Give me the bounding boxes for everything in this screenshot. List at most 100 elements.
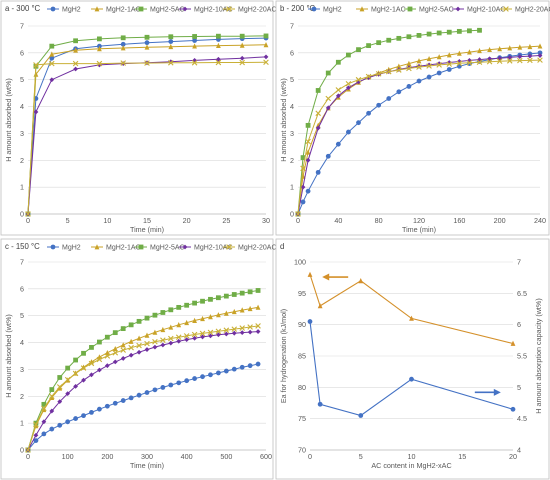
data-point	[346, 52, 351, 58]
data-point	[25, 211, 31, 217]
data-point	[144, 60, 150, 66]
y2-tick-label: 6.5	[517, 289, 527, 298]
legend-item: MgH2-20AC	[223, 244, 277, 252]
x-tick-label: 0	[26, 216, 30, 225]
data-point	[239, 330, 245, 336]
data-point	[73, 66, 78, 72]
data-point	[136, 342, 142, 349]
data-point	[49, 393, 55, 400]
legend-marker	[182, 244, 188, 250]
data-point	[317, 303, 323, 309]
data-point	[57, 385, 63, 391]
data-point	[307, 319, 313, 324]
y-tick-label: 1	[20, 183, 24, 192]
data-point	[385, 68, 392, 75]
panel-title: a - 300 °C	[5, 4, 41, 13]
data-point	[191, 60, 198, 66]
data-point	[416, 64, 422, 70]
data-point	[128, 344, 134, 351]
legend-label: MgH2-1AC	[106, 245, 141, 252]
data-point	[239, 42, 245, 48]
data-point	[41, 401, 47, 407]
data-point	[144, 44, 150, 50]
y2-tick-label: 6	[517, 320, 521, 329]
data-point	[192, 300, 197, 306]
data-point	[97, 62, 102, 68]
data-point	[456, 60, 463, 67]
y-tick-label: 5	[290, 75, 294, 84]
data-point	[128, 322, 134, 328]
data-point	[136, 349, 142, 355]
data-point	[426, 63, 432, 69]
data-point	[192, 43, 197, 49]
series-MgH2-5AC	[25, 288, 261, 453]
data-point	[507, 45, 513, 51]
panel-frame	[275, 0, 550, 236]
y-tick-label: 5	[20, 311, 24, 320]
data-point	[365, 73, 372, 80]
data-point	[120, 342, 126, 348]
data-point	[144, 34, 150, 40]
y-tick-label: 3	[20, 365, 24, 374]
data-point	[144, 347, 150, 352]
data-point	[168, 340, 174, 346]
data-point	[315, 88, 321, 93]
x-tick-label: 0	[26, 452, 30, 461]
series-MgH2-10AC	[25, 329, 261, 453]
y-tick-label: 6	[20, 48, 24, 57]
data-point	[33, 420, 39, 426]
y-tick-label: 6	[20, 284, 24, 293]
data-point	[112, 345, 118, 352]
data-point	[366, 43, 371, 49]
x-tick-label: 5	[66, 216, 70, 225]
data-point	[81, 377, 86, 383]
data-point	[356, 120, 361, 126]
y-tick-label: 4	[290, 102, 294, 111]
data-point	[57, 422, 63, 428]
data-point	[396, 67, 402, 73]
legend-item: MgH2-10AC	[452, 7, 506, 14]
data-point	[537, 43, 543, 49]
data-point	[325, 70, 331, 76]
data-point	[409, 376, 414, 382]
data-point	[112, 349, 119, 356]
data-point	[160, 337, 166, 343]
series-MgH2	[25, 35, 269, 217]
y-axis-label: Ea for hydrogenation (kJ/mol)	[279, 309, 288, 403]
data-point	[73, 383, 78, 389]
data-point	[120, 41, 126, 47]
data-point	[97, 46, 102, 52]
data-point	[247, 363, 253, 369]
y2-tick-label: 4.5	[517, 414, 527, 423]
data-point	[168, 34, 174, 40]
data-point	[406, 65, 412, 72]
legend-label: MgH2-10AC	[467, 7, 506, 14]
data-point	[231, 330, 237, 336]
data-point	[144, 340, 150, 347]
data-point	[247, 329, 253, 335]
data-point	[416, 63, 422, 69]
data-point	[175, 334, 182, 340]
data-point	[49, 408, 55, 414]
panel-frame	[0, 238, 274, 480]
data-point	[497, 46, 503, 52]
panel-title: c - 150 °C	[5, 242, 40, 251]
data-point	[510, 406, 516, 412]
data-point	[33, 421, 39, 428]
series-line	[27, 61, 267, 215]
data-point	[168, 60, 174, 66]
data-point	[335, 93, 341, 99]
data-point	[73, 47, 78, 53]
series-MgH2	[25, 361, 261, 453]
data-point	[41, 431, 47, 437]
data-point	[160, 342, 166, 348]
data-point	[305, 188, 311, 194]
data-point	[104, 334, 110, 340]
panel-c: 0 1 2 3 4 5 6 7 0 100 200 300 400 500 600 Time (min) H a…	[0, 238, 277, 480]
data-point	[216, 332, 221, 338]
data-point	[208, 372, 213, 378]
data-point	[65, 365, 71, 371]
x-axis-label: AC content in MgH2-xAC	[371, 461, 451, 470]
legend-item: MgH2-20AC	[223, 6, 277, 14]
data-point	[128, 395, 134, 401]
